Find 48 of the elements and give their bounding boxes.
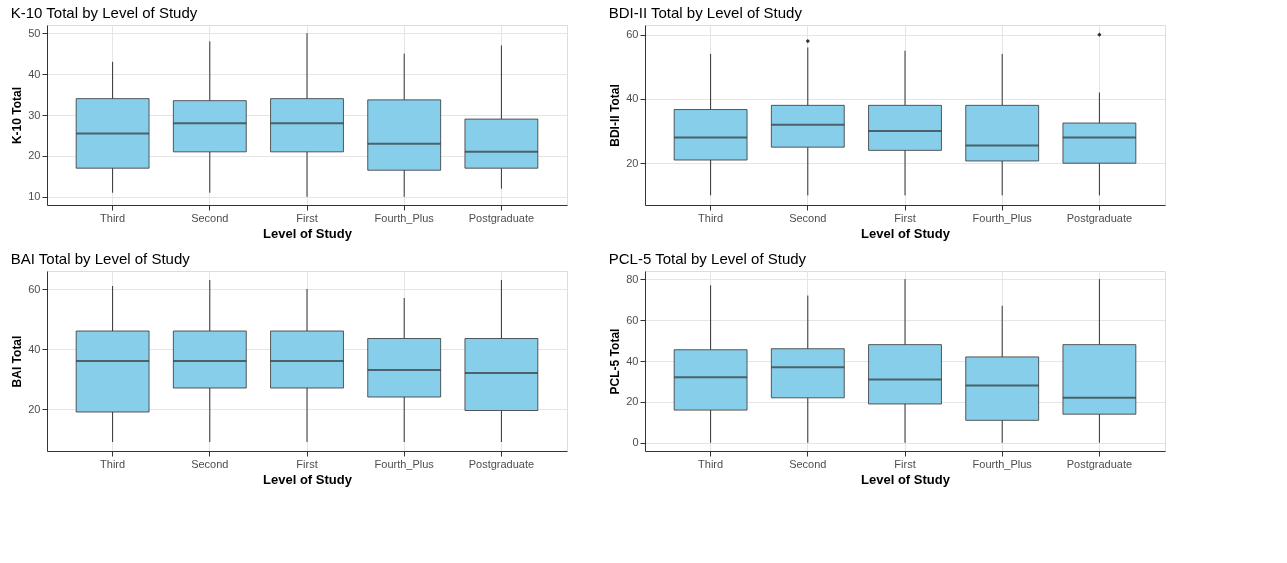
y-tick-label: 20 bbox=[28, 402, 41, 415]
x-tick-label: First bbox=[894, 457, 916, 470]
y-tick-label: 40 bbox=[626, 354, 639, 367]
x-tick-label: Fourth_Plus bbox=[374, 211, 435, 224]
x-tick-label: Third bbox=[100, 211, 126, 224]
x-tick-label: Postgraduate bbox=[1066, 211, 1133, 224]
x-tick-label: Postgraduate bbox=[468, 211, 535, 224]
x-tick-label: Third bbox=[698, 211, 724, 224]
y-tick-label: 60 bbox=[626, 313, 639, 326]
y-tick-label: 40 bbox=[626, 92, 639, 105]
x-tick-label: Second bbox=[191, 211, 229, 224]
x-tick-label: First bbox=[296, 457, 318, 470]
x-tick-label: Postgraduate bbox=[1066, 457, 1133, 470]
y-axis-title: BDI-II Total bbox=[608, 84, 623, 147]
x-tick-label: Second bbox=[789, 457, 827, 470]
y-tick-label: 60 bbox=[626, 28, 639, 41]
y-tick-label: 80 bbox=[626, 272, 639, 285]
x-tick-label: Second bbox=[191, 457, 229, 470]
x-tick-label: Postgraduate bbox=[468, 457, 535, 470]
x-tick-label: Third bbox=[698, 457, 724, 470]
y-tick-label: 20 bbox=[28, 149, 41, 162]
y-tick-label: 10 bbox=[28, 190, 41, 203]
y-tick-label: 30 bbox=[28, 108, 41, 121]
y-tick-label: 0 bbox=[632, 436, 639, 449]
y-tick-label: 40 bbox=[28, 342, 41, 355]
x-tick-label: Third bbox=[100, 457, 126, 470]
chart-title: BDI-II Total by Level of Study bbox=[608, 4, 803, 21]
x-tick-label: First bbox=[296, 211, 318, 224]
y-axis-title: K-10 Total bbox=[10, 86, 25, 145]
y-tick-label: 40 bbox=[28, 67, 41, 80]
x-tick-label: First bbox=[894, 211, 916, 224]
y-tick-label: 20 bbox=[626, 156, 639, 169]
x-tick-label: Fourth_Plus bbox=[972, 211, 1033, 224]
x-tick-label: Fourth_Plus bbox=[972, 457, 1033, 470]
chart-title: PCL-5 Total by Level of Study bbox=[608, 250, 807, 267]
x-axis-title: Level of Study bbox=[263, 471, 353, 487]
chart-title: K-10 Total by Level of Study bbox=[10, 4, 198, 21]
y-axis-title: BAI Total bbox=[10, 335, 25, 388]
y-tick-label: 20 bbox=[626, 395, 639, 408]
x-axis-title: Level of Study bbox=[861, 225, 951, 241]
x-tick-label: Second bbox=[789, 211, 827, 224]
x-tick-label: Fourth_Plus bbox=[374, 457, 435, 470]
y-tick-label: 60 bbox=[28, 282, 41, 295]
x-axis-title: Level of Study bbox=[263, 225, 353, 241]
chart-title: BAI Total by Level of Study bbox=[10, 250, 191, 267]
y-axis-title: PCL-5 Total bbox=[608, 328, 623, 395]
x-axis-title: Level of Study bbox=[861, 471, 951, 487]
y-tick-label: 50 bbox=[28, 26, 41, 39]
